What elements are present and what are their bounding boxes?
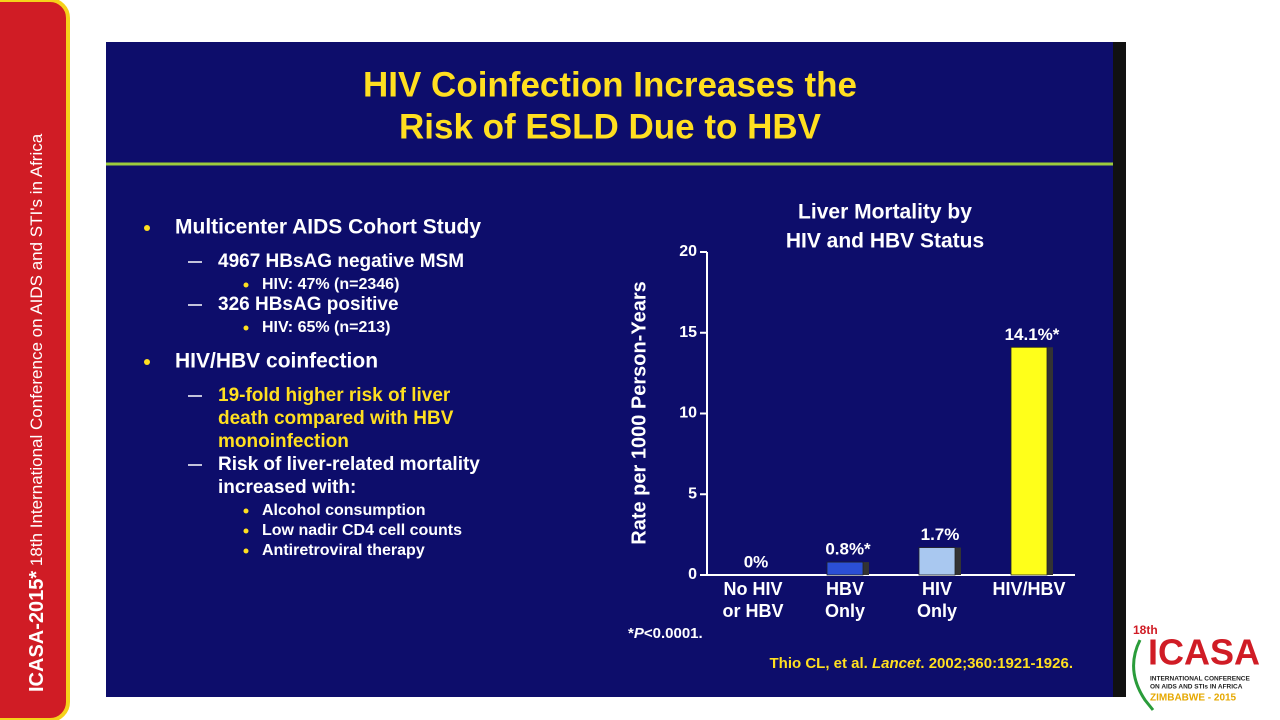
x-tick-label: or HBV [722, 601, 783, 621]
bullet-text: Risk of liver-related mortality [218, 454, 480, 475]
value-label: 14.1%* [1005, 325, 1060, 344]
bullet-text: Antiretroviral therapy [262, 542, 425, 559]
logo-subtitle: ON AIDS AND STIs IN AFRICA [1150, 684, 1243, 691]
bullet-dot [243, 548, 249, 554]
bar-side [863, 562, 869, 575]
logo-edition: 18th [1133, 623, 1158, 637]
logo-name: ICASA [1148, 632, 1260, 673]
x-tick-label: HIV [922, 579, 952, 599]
y-tick-label: 10 [679, 405, 697, 422]
citation-part: Lancet [872, 655, 921, 672]
bullet-text: 326 HBsAG positive [218, 294, 399, 315]
bullet-dot [243, 282, 249, 288]
bullet-text: HIV: 47% (n=2346) [262, 276, 399, 293]
bar [1010, 346, 1048, 576]
x-tick-label: No HIV [723, 579, 782, 599]
bullet-text: Alcohol consumption [262, 502, 426, 519]
bullet-dot [144, 359, 150, 365]
y-tick-label: 0 [688, 566, 697, 583]
asterisk: * [26, 571, 48, 579]
footnote-part: <0.0001. [644, 625, 703, 642]
y-axis-label: Rate per 1000 Person-Years [628, 281, 650, 545]
bar-side [1047, 347, 1053, 575]
value-label: 0.8%* [825, 540, 871, 559]
slide-title: HIV Coinfection Increases the [363, 65, 857, 104]
value-label: 0% [744, 552, 769, 571]
bar [918, 547, 956, 576]
y-tick-label: 5 [688, 485, 697, 502]
x-tick-label: Only [917, 601, 957, 621]
logo: 18th ICASA INTERNATIONAL CONFERENCE ON A… [1132, 623, 1260, 711]
value-label: 1.7% [921, 525, 960, 544]
logo-subtitle: INTERNATIONAL CONFERENCE [1150, 676, 1250, 683]
bullet-dot [243, 528, 249, 534]
sidebar-text: ICASA-2015* 18th International Conferenc… [26, 133, 48, 692]
bar-side [955, 547, 961, 575]
chart-title: Liver Mortality by [798, 201, 972, 224]
citation-part: Thio CL, et al. [770, 655, 873, 672]
logo-place: ZIMBABWE - 2015 [1150, 693, 1237, 704]
bullet-text: HIV/HBV coinfection [175, 350, 378, 373]
sidebar-caption: 18th International Conference on AIDS an… [27, 133, 46, 571]
x-tick-label: HIV/HBV [992, 579, 1065, 599]
x-tick-label: HBV [826, 579, 864, 599]
chart-title: HIV and HBV Status [786, 230, 984, 253]
citation-part: . 2002;360:1921-1926. [920, 655, 1073, 672]
bullet-text: 4967 HBsAG negative MSM [218, 251, 464, 272]
x-tick-label: Only [825, 601, 865, 621]
bullet-text: Low nadir CD4 cell counts [262, 522, 462, 539]
chart: Liver Mortality by HIV and HBV Status Rate… [628, 201, 1075, 621]
footnote-part: P [634, 625, 645, 642]
slide-title: Risk of ESLD Due to HBV [399, 107, 822, 146]
bullet-dot [144, 225, 150, 231]
bar [826, 561, 864, 576]
bullet-dot [243, 325, 249, 331]
y-tick-label: 15 [679, 324, 697, 341]
sidebar [0, 0, 70, 720]
bullet-text: death compared with HBV [218, 408, 454, 429]
slide [106, 42, 1113, 697]
bullet-text: HIV: 65% (n=213) [262, 319, 391, 336]
bullet-text: monoinfection [218, 431, 349, 452]
brand: ICASA-2015 [26, 579, 48, 692]
logo-swoosh [1132, 639, 1155, 711]
bullet-list: Multicenter AIDS Cohort Study 4967 HBsAG … [144, 216, 481, 559]
bullet-text: 19-fold higher risk of liver [218, 385, 451, 406]
bullet-dot [243, 508, 249, 514]
citation: Thio CL, et al. Lancet. 2002;360:1921-19… [770, 655, 1074, 672]
footnote: *P<0.0001. [628, 625, 703, 642]
bullet-text: Multicenter AIDS Cohort Study [175, 216, 481, 239]
bullet-text: increased with: [218, 477, 356, 498]
y-tick-label: 20 [679, 243, 697, 260]
footnote-part: * [628, 625, 634, 642]
